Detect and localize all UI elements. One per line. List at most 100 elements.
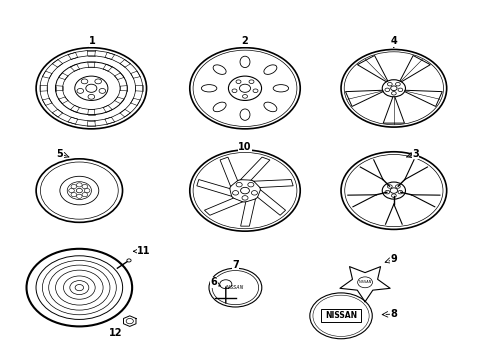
Circle shape bbox=[193, 152, 297, 229]
Ellipse shape bbox=[273, 85, 289, 92]
Circle shape bbox=[236, 183, 242, 187]
Circle shape bbox=[47, 56, 136, 121]
Circle shape bbox=[67, 182, 92, 199]
Circle shape bbox=[69, 189, 74, 193]
Circle shape bbox=[233, 190, 239, 195]
Circle shape bbox=[86, 84, 97, 92]
Polygon shape bbox=[241, 199, 255, 226]
Circle shape bbox=[382, 80, 406, 97]
Circle shape bbox=[310, 293, 372, 339]
Circle shape bbox=[36, 159, 122, 222]
Circle shape bbox=[95, 79, 101, 84]
FancyBboxPatch shape bbox=[321, 309, 361, 322]
Ellipse shape bbox=[213, 65, 226, 75]
Circle shape bbox=[220, 280, 232, 289]
Circle shape bbox=[193, 50, 297, 126]
Ellipse shape bbox=[264, 65, 277, 75]
Circle shape bbox=[341, 152, 447, 229]
Circle shape bbox=[392, 91, 396, 95]
Circle shape bbox=[341, 49, 447, 127]
Polygon shape bbox=[383, 97, 404, 123]
Polygon shape bbox=[357, 55, 388, 82]
Circle shape bbox=[82, 184, 88, 189]
Text: NISSAN: NISSAN bbox=[226, 285, 245, 290]
Circle shape bbox=[40, 50, 143, 126]
Circle shape bbox=[232, 89, 237, 93]
Circle shape bbox=[81, 79, 88, 84]
Circle shape bbox=[55, 62, 127, 114]
Circle shape bbox=[71, 193, 76, 197]
Text: 2: 2 bbox=[242, 36, 248, 46]
Circle shape bbox=[358, 277, 372, 288]
Circle shape bbox=[229, 179, 261, 202]
Circle shape bbox=[388, 82, 392, 86]
Circle shape bbox=[76, 188, 82, 193]
Text: 9: 9 bbox=[391, 255, 397, 264]
Circle shape bbox=[395, 185, 400, 188]
Circle shape bbox=[398, 190, 403, 194]
Circle shape bbox=[55, 270, 103, 305]
Circle shape bbox=[248, 183, 254, 187]
Circle shape bbox=[241, 187, 249, 194]
Circle shape bbox=[49, 265, 110, 310]
Circle shape bbox=[99, 89, 106, 93]
Circle shape bbox=[243, 95, 247, 98]
Circle shape bbox=[240, 84, 250, 92]
Polygon shape bbox=[204, 198, 243, 215]
Ellipse shape bbox=[264, 102, 277, 112]
Circle shape bbox=[88, 94, 95, 99]
Circle shape bbox=[42, 260, 116, 315]
Circle shape bbox=[36, 256, 122, 319]
Polygon shape bbox=[345, 90, 383, 107]
Ellipse shape bbox=[201, 85, 217, 92]
Text: 1: 1 bbox=[89, 36, 96, 46]
Polygon shape bbox=[220, 157, 238, 186]
Circle shape bbox=[190, 48, 300, 129]
Circle shape bbox=[385, 190, 390, 194]
Polygon shape bbox=[241, 157, 270, 180]
Circle shape bbox=[385, 88, 390, 91]
Polygon shape bbox=[400, 55, 430, 82]
Text: 10: 10 bbox=[238, 142, 252, 152]
Circle shape bbox=[392, 194, 396, 197]
Polygon shape bbox=[254, 180, 293, 188]
Text: NISSAN: NISSAN bbox=[325, 311, 357, 320]
Polygon shape bbox=[197, 180, 232, 196]
Circle shape bbox=[253, 89, 258, 93]
Circle shape bbox=[84, 189, 90, 193]
Circle shape bbox=[36, 48, 147, 129]
Circle shape bbox=[382, 182, 406, 199]
Circle shape bbox=[236, 80, 241, 84]
Circle shape bbox=[251, 190, 257, 195]
Circle shape bbox=[60, 176, 99, 205]
Polygon shape bbox=[405, 90, 442, 107]
Circle shape bbox=[388, 185, 392, 188]
Circle shape bbox=[212, 270, 259, 305]
Circle shape bbox=[398, 88, 403, 91]
Circle shape bbox=[75, 76, 108, 100]
Circle shape bbox=[63, 67, 120, 109]
Ellipse shape bbox=[240, 56, 250, 68]
Text: NISSAN: NISSAN bbox=[358, 280, 372, 284]
Text: 7: 7 bbox=[232, 260, 239, 270]
Circle shape bbox=[82, 193, 88, 197]
Circle shape bbox=[71, 184, 76, 189]
Text: 3: 3 bbox=[412, 149, 419, 159]
Circle shape bbox=[345, 154, 443, 227]
Text: 4: 4 bbox=[391, 36, 397, 46]
Ellipse shape bbox=[240, 109, 250, 120]
Circle shape bbox=[41, 162, 118, 219]
Circle shape bbox=[391, 86, 397, 91]
Circle shape bbox=[390, 188, 397, 193]
Text: 8: 8 bbox=[391, 309, 397, 319]
Text: 6: 6 bbox=[210, 277, 217, 287]
Circle shape bbox=[228, 76, 262, 100]
Circle shape bbox=[70, 280, 89, 294]
Circle shape bbox=[242, 195, 248, 200]
Circle shape bbox=[75, 284, 84, 291]
Circle shape bbox=[77, 89, 84, 93]
Circle shape bbox=[249, 80, 254, 84]
Circle shape bbox=[76, 194, 82, 198]
Circle shape bbox=[76, 183, 82, 187]
Circle shape bbox=[395, 82, 400, 86]
